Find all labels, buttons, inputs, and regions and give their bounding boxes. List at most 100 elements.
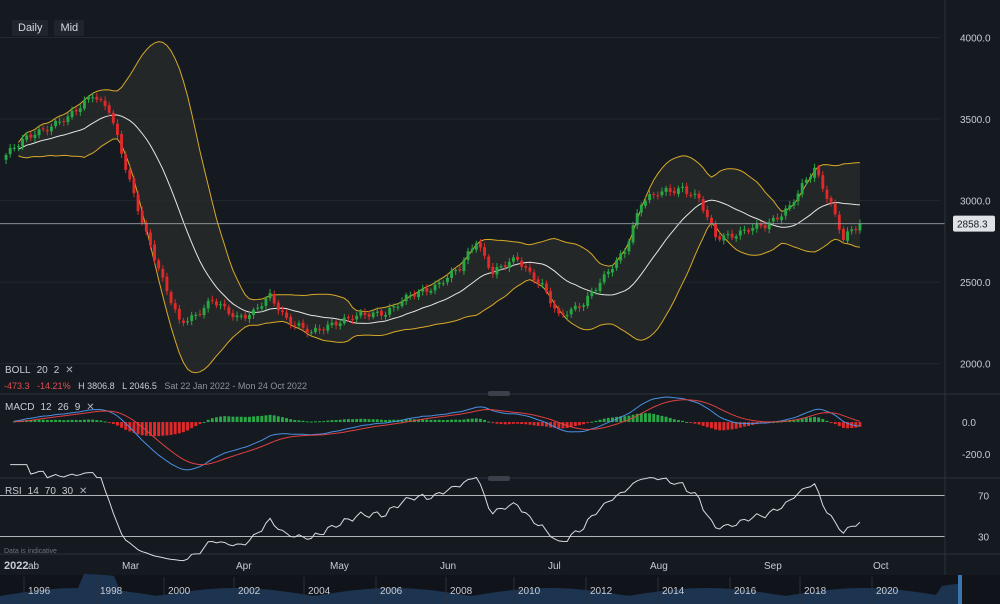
candle	[384, 311, 388, 320]
candle-body	[45, 130, 49, 132]
candle	[16, 143, 20, 152]
macd-histogram-bar	[511, 422, 515, 424]
rsi-close-icon[interactable]: ✕	[79, 486, 88, 497]
macd-histogram-bar	[103, 421, 107, 423]
candle-body	[66, 116, 70, 122]
candle	[91, 93, 95, 103]
candle	[173, 299, 177, 313]
candle	[194, 312, 198, 321]
candle	[239, 313, 243, 320]
candle	[210, 295, 214, 304]
candle-body	[466, 251, 470, 260]
candle	[219, 300, 223, 310]
macd-histogram-bar	[421, 419, 425, 423]
candle-body	[495, 266, 499, 275]
candle	[520, 257, 524, 271]
candle	[709, 214, 713, 229]
macd-histogram-bar	[672, 419, 676, 423]
navigator-year-label: 2014	[662, 586, 685, 597]
candle	[21, 134, 25, 151]
price-type-button[interactable]: Mid	[54, 20, 85, 36]
candle-body	[454, 270, 458, 272]
boll-close-icon[interactable]: ✕	[65, 365, 74, 376]
candle	[280, 306, 284, 316]
candle	[615, 257, 619, 271]
candle-body	[821, 175, 825, 189]
last-price-line: 2858.3	[0, 215, 995, 232]
macd-histogram-bar	[742, 422, 746, 427]
candle-body	[272, 294, 276, 304]
macd-histogram-bar	[45, 419, 49, 423]
candle-body	[128, 169, 132, 180]
candle-body	[16, 146, 20, 148]
candle	[775, 213, 779, 222]
navigator-year-label: 2006	[380, 586, 403, 597]
macd-histogram-bar	[132, 422, 136, 433]
macd-histogram-bar	[342, 419, 346, 423]
candle-body	[169, 292, 173, 304]
candle	[41, 125, 45, 132]
candle-body	[136, 194, 140, 212]
price-tick-label: 2500.0	[960, 278, 991, 289]
macd-histogram-bar	[78, 420, 82, 423]
candle	[833, 199, 837, 217]
macd-histogram-bar	[491, 422, 495, 424]
macd-close-icon[interactable]: ✕	[86, 402, 95, 413]
candle-body	[392, 306, 396, 308]
candle-body	[49, 126, 53, 132]
candle-body	[124, 154, 128, 170]
candle-body	[103, 100, 107, 107]
candle	[648, 190, 652, 204]
candle	[363, 308, 367, 320]
candle	[441, 280, 445, 287]
candle-body	[12, 147, 16, 149]
interval-button[interactable]: Daily	[12, 20, 49, 36]
candle	[553, 300, 557, 313]
candle-body	[338, 323, 342, 326]
candle	[742, 225, 746, 235]
macd-tick-label: 0.0	[962, 418, 976, 429]
macd-histogram-bar	[41, 419, 45, 423]
candle	[12, 143, 16, 152]
candle	[153, 240, 157, 264]
candle-body	[198, 313, 202, 315]
candle	[594, 287, 598, 295]
navigator-year-label: 2012	[590, 586, 613, 597]
candle	[293, 321, 297, 330]
candle-body	[421, 288, 425, 292]
macd-histogram-bar	[858, 422, 862, 427]
macd-histogram-bar	[206, 419, 210, 423]
macd-histogram-bar	[392, 419, 396, 423]
candle	[627, 238, 631, 255]
candle-body	[652, 194, 656, 196]
candle-body	[771, 217, 775, 222]
candle-body	[355, 315, 359, 320]
candle	[474, 240, 478, 253]
candle-body	[478, 242, 482, 248]
candle-body	[4, 154, 8, 160]
candle	[58, 117, 62, 126]
candle-body	[144, 222, 148, 232]
candle	[507, 258, 511, 273]
candle	[759, 221, 763, 229]
resize-handle-rsi[interactable]	[488, 476, 510, 481]
candle-body	[511, 257, 515, 262]
candle	[404, 292, 408, 306]
macd-histogram-bar	[313, 421, 317, 423]
candle	[652, 191, 656, 199]
macd-histogram-bar	[165, 422, 169, 436]
macd-slow: 26	[57, 402, 69, 413]
macd-histogram-bar	[656, 414, 660, 423]
candle	[140, 206, 144, 226]
candle-body	[693, 193, 697, 195]
price-axis: 4000.0 3500.0 3000.0 2500.0 2000.0	[944, 0, 991, 575]
candle-body	[239, 315, 243, 317]
candle-body	[582, 305, 586, 307]
candle	[157, 258, 161, 272]
candle	[342, 313, 346, 326]
candle-body	[792, 202, 796, 206]
candle-body	[425, 287, 429, 292]
resize-handle-macd[interactable]	[488, 391, 510, 396]
macd-histogram-bar	[433, 419, 437, 423]
